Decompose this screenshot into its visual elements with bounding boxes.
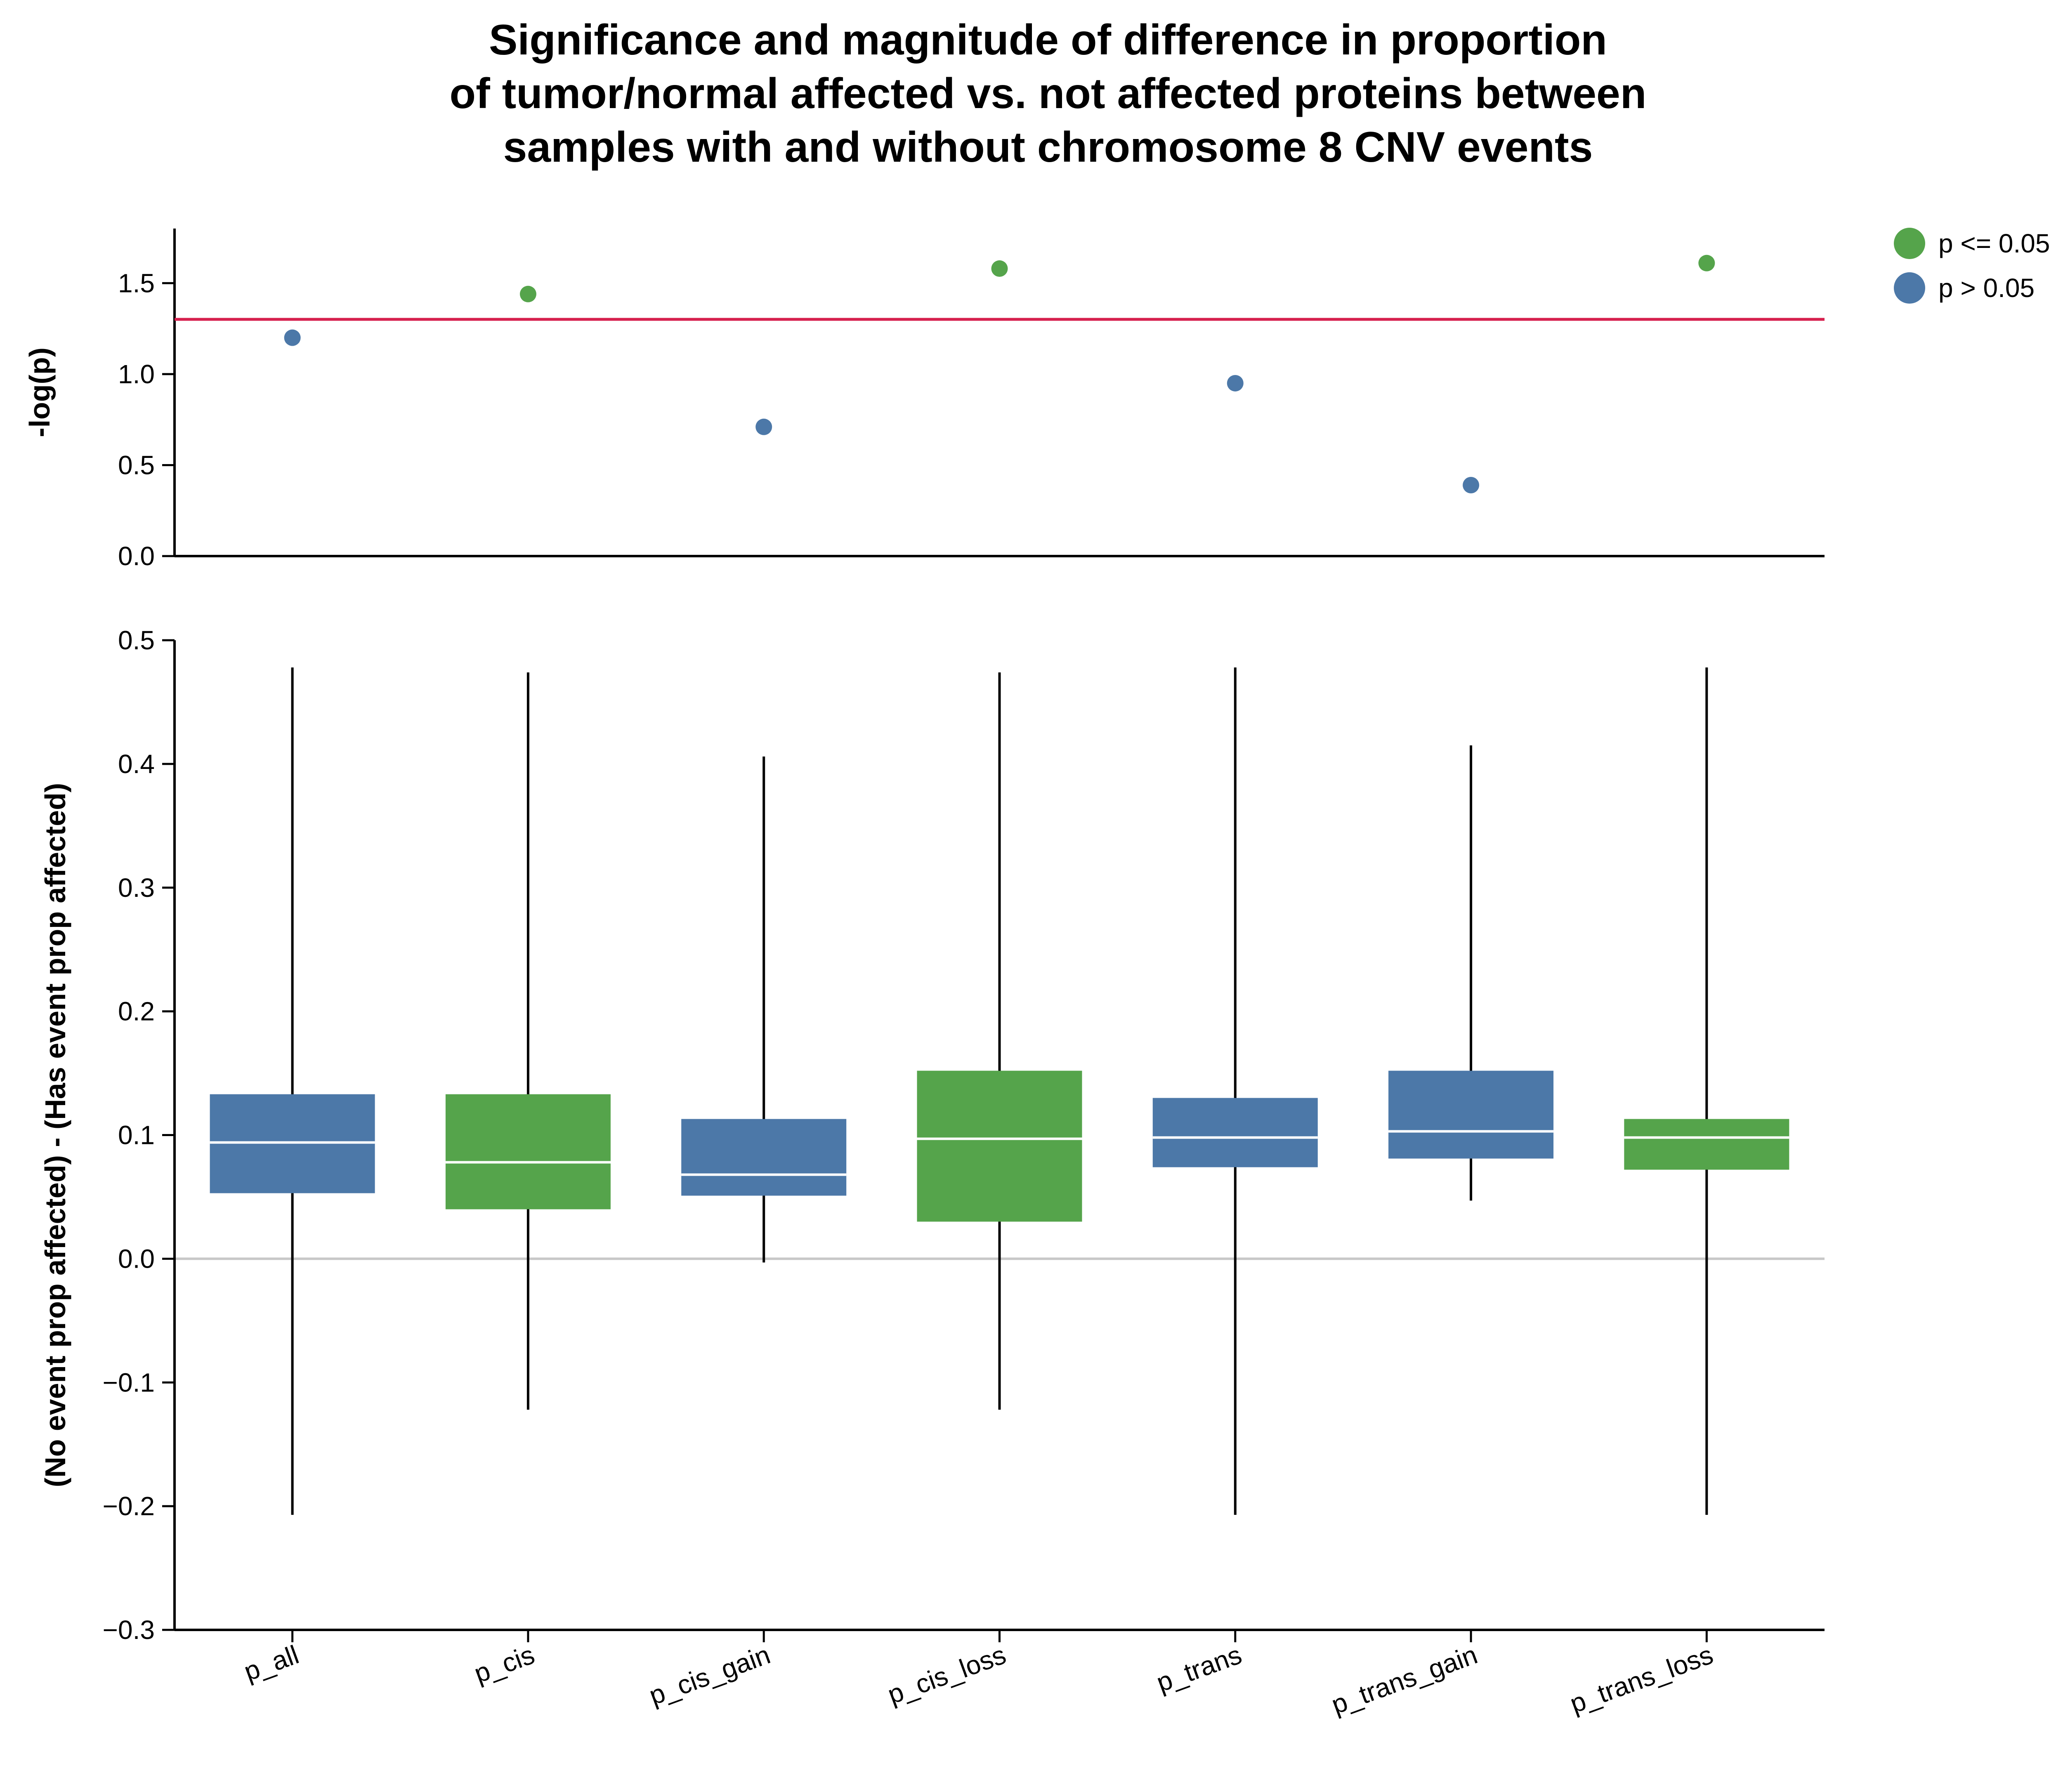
legend: p <= 0.05 p > 0.05: [1894, 228, 2050, 304]
top-y-tick-label: 0.5: [118, 450, 155, 480]
top-y-tick-label: 1.0: [118, 359, 155, 389]
chart-title-line-2: of tumor/normal affected vs. not affecte…: [450, 70, 1647, 118]
boxplot-panel: −0.3 −0.2 −0.1 0.0 0.1 0.2 0.3 0.4 0.5 (No event …: [39, 625, 1825, 1645]
pvalue-point-p_cis_gain: [755, 418, 772, 435]
box-iqr: [917, 1070, 1082, 1222]
top-y-axis-title: -log(p): [24, 347, 56, 437]
box-iqr: [1388, 1070, 1554, 1159]
pvalue-panel: 0.0 0.5 1.0 1.5 -log(p): [24, 229, 1825, 571]
bottom-y-tick-label: 0.2: [118, 997, 155, 1026]
bottom-y-tick-label: 0.5: [118, 625, 155, 655]
legend-swatch: [1894, 228, 1925, 259]
x-tick-label-p_all: p_all: [240, 1639, 303, 1686]
chart-title-line-3: samples with and without chromosome 8 CN…: [503, 123, 1593, 171]
box-iqr: [445, 1094, 611, 1210]
legend-label: p <= 0.05: [1938, 229, 2050, 258]
box-p_cis: [445, 672, 611, 1410]
pvalue-point-p_trans: [1227, 375, 1244, 391]
legend-label: p > 0.05: [1938, 273, 2035, 303]
box-iqr: [1152, 1098, 1318, 1167]
bottom-y-tick-label: 0.3: [118, 873, 155, 903]
pvalue-point-p_trans_loss: [1698, 255, 1715, 271]
bottom-y-tick-label: 0.4: [118, 749, 155, 779]
box-p_trans_gain: [1388, 745, 1554, 1201]
pvalue-point-p_all: [284, 329, 301, 346]
box-p_trans_loss: [1624, 667, 1789, 1515]
x-axis: p_all p_cis p_cis_gain p_cis_loss p_trans p_t…: [240, 1630, 1717, 1720]
x-tick-label-p_cis: p_cis: [470, 1639, 538, 1688]
x-tick-label-p_cis_loss: p_cis_loss: [884, 1639, 1010, 1709]
bottom-y-tick-label: −0.3: [103, 1615, 155, 1645]
chart-title-line-1: Significance and magnitude of difference…: [489, 16, 1607, 64]
pvalue-point-p_cis: [519, 285, 536, 302]
box-p_all: [210, 667, 375, 1515]
x-tick-label-p_trans_loss: p_trans_loss: [1566, 1639, 1717, 1719]
bottom-y-tick-label: −0.1: [103, 1368, 155, 1397]
pvalue-point-p_cis_loss: [991, 260, 1008, 277]
top-y-tick-label: 1.5: [118, 268, 155, 298]
legend-swatch: [1894, 272, 1925, 304]
box-p_trans: [1152, 667, 1318, 1515]
x-tick-label-p_trans_gain: p_trans_gain: [1327, 1639, 1481, 1719]
x-tick-label-p_trans: p_trans: [1152, 1639, 1245, 1698]
top-y-tick-label: 0.0: [118, 541, 155, 571]
bottom-y-tick-label: 0.1: [118, 1120, 155, 1150]
bottom-y-axis-title: (No event prop affected) - (Has event pr…: [39, 783, 71, 1487]
bottom-y-tick-label: −0.2: [103, 1491, 155, 1521]
box-iqr: [681, 1119, 847, 1196]
box-iqr: [1624, 1119, 1789, 1170]
box-p_cis_gain: [681, 756, 847, 1263]
x-tick-label-p_cis_gain: p_cis_gain: [645, 1639, 774, 1710]
chart-title: Significance and magnitude of difference…: [450, 16, 1647, 171]
box-p_cis_loss: [917, 672, 1082, 1410]
bottom-y-tick-label: 0.0: [118, 1244, 155, 1273]
pvalue-point-p_trans_gain: [1463, 476, 1480, 493]
